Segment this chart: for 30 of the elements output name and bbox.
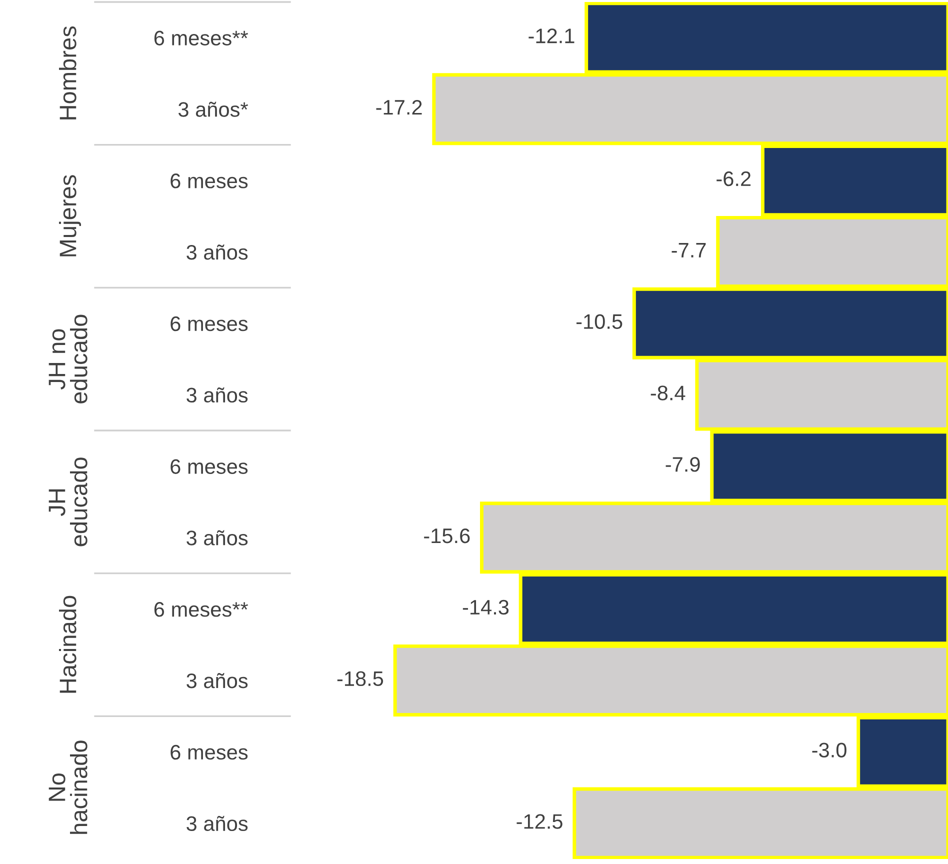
data-label: -12.5: [516, 814, 562, 829]
text: Hacinado: [58, 596, 76, 693]
data-label: -3.0: [812, 742, 846, 758]
y-tick-label: 6 meses: [170, 459, 248, 474]
y-tick-label: 3 años: [186, 673, 248, 688]
data-label: -12.1: [528, 28, 574, 44]
data-label: -14.3: [462, 600, 509, 615]
text: Mujeres: [58, 175, 82, 256]
y-tick-label: 3 años: [186, 816, 248, 832]
data-label: -15.6: [424, 528, 470, 544]
text: Hombres: [58, 26, 76, 120]
data-label: -17.2: [376, 100, 422, 115]
data-label: -8.4: [650, 386, 686, 400]
data-label: -10.5: [576, 314, 622, 329]
data-label: -7.9: [666, 457, 700, 472]
y-tick-label: 3 años: [186, 387, 248, 403]
y-tick-label: 3 años: [186, 244, 248, 260]
text: JH educado: [48, 458, 88, 546]
y-tick-label: 6 meses: [170, 174, 248, 188]
data-label: -18.5: [337, 671, 384, 686]
y-tick-label: 6 meses**: [154, 602, 248, 617]
text: No hacinado: [48, 740, 88, 834]
y-tick-label: 3 años: [186, 530, 248, 546]
data-label: -6.2: [716, 171, 751, 186]
y-tick-label: 6 meses: [170, 316, 248, 332]
y-tick-label: 6 meses: [170, 744, 248, 760]
text: JH no educado: [48, 314, 88, 404]
y-tick-label: 6 meses**: [154, 30, 248, 46]
data-label: -7.7: [672, 243, 706, 258]
y-tick-label: 3 años*: [178, 102, 248, 117]
